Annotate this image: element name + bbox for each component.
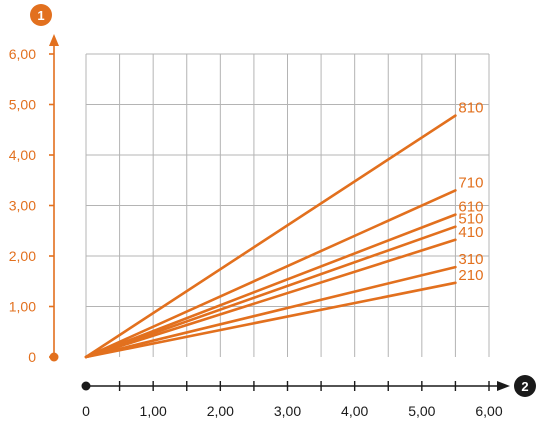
series-line-310	[84, 265, 457, 359]
y-tick-label: 6,00	[9, 46, 36, 62]
series-label-710: 710	[458, 174, 483, 191]
y-tick-label: 4,00	[9, 147, 36, 163]
y-axis-arrow-icon	[49, 34, 59, 46]
series-label-310: 310	[458, 251, 483, 268]
series-line-610	[84, 213, 457, 359]
series-line-710	[84, 189, 457, 359]
x-axis-badge	[514, 375, 536, 397]
x-axis-origin-dot	[81, 381, 91, 391]
labels: 1 2 0 1,00 2,00 3,00 4,00 5,00 6,00 0 1,00 2,00 3,00…	[9, 8, 529, 419]
y-tick-label: 3,00	[9, 198, 36, 214]
y-axis-badge-label: 1	[37, 8, 44, 23]
series-label-510: 510	[458, 211, 483, 228]
x-axis-badge-label: 2	[521, 379, 528, 394]
x-tick-label: 2,00	[207, 403, 234, 419]
series-line-410	[84, 238, 457, 359]
grid	[85, 53, 490, 357]
series-line-210	[84, 281, 457, 359]
y-axis-badge	[30, 4, 52, 26]
x-tick-label: 5,00	[408, 403, 435, 419]
x-tick-label: 3,00	[274, 403, 301, 419]
series-line-810	[84, 114, 457, 359]
series-lines	[84, 114, 457, 359]
series-label-410: 410	[458, 224, 483, 241]
y-axis-origin-dot	[49, 352, 59, 362]
x-tick-label: 1,00	[140, 403, 167, 419]
series-label-610: 610	[458, 199, 483, 216]
y-tick-label: 2,00	[9, 248, 36, 264]
series-line-510	[84, 225, 457, 359]
y-tick-label: 5,00	[9, 97, 36, 113]
series-label-210: 210	[458, 267, 483, 284]
x-tick-label: 4,00	[341, 403, 368, 419]
series-label-810: 810	[458, 100, 483, 117]
axes	[30, 4, 536, 397]
x-tick-label: 6,00	[475, 403, 502, 419]
x-axis-arrow-icon	[497, 381, 510, 391]
y-tick-label: 1,00	[9, 299, 36, 315]
x-tick-label: 0	[82, 403, 90, 419]
y-tick-label: 0	[28, 349, 36, 365]
